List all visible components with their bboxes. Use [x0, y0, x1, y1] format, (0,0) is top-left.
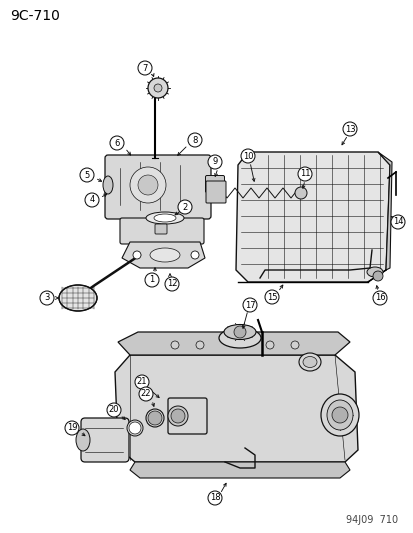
Ellipse shape	[59, 285, 97, 311]
Text: 5: 5	[84, 171, 89, 180]
Ellipse shape	[150, 248, 180, 262]
Circle shape	[147, 411, 161, 425]
Text: 22: 22	[140, 390, 151, 399]
Text: 4: 4	[89, 196, 95, 205]
Circle shape	[195, 341, 204, 349]
Circle shape	[40, 291, 54, 305]
Circle shape	[80, 168, 94, 182]
Polygon shape	[377, 152, 391, 270]
Circle shape	[290, 341, 298, 349]
Circle shape	[372, 271, 382, 281]
Text: 94J09  710: 94J09 710	[345, 515, 397, 525]
FancyBboxPatch shape	[168, 398, 206, 434]
FancyBboxPatch shape	[205, 175, 224, 192]
Circle shape	[207, 491, 221, 505]
Polygon shape	[130, 462, 349, 478]
Text: 13: 13	[344, 125, 354, 133]
Circle shape	[107, 403, 121, 417]
Text: 7: 7	[142, 63, 147, 72]
Ellipse shape	[127, 420, 142, 436]
Text: 2: 2	[182, 203, 187, 212]
Circle shape	[171, 341, 178, 349]
Polygon shape	[122, 242, 204, 268]
Circle shape	[240, 149, 254, 163]
Circle shape	[390, 215, 404, 229]
Circle shape	[138, 175, 158, 195]
Circle shape	[110, 136, 124, 150]
Circle shape	[145, 273, 159, 287]
Ellipse shape	[146, 212, 183, 224]
Circle shape	[266, 341, 273, 349]
Circle shape	[178, 200, 192, 214]
Circle shape	[342, 122, 356, 136]
Ellipse shape	[223, 325, 255, 340]
Circle shape	[242, 298, 256, 312]
Ellipse shape	[298, 353, 320, 371]
Text: 15: 15	[266, 293, 277, 302]
FancyBboxPatch shape	[154, 224, 166, 234]
Text: 21: 21	[136, 377, 147, 386]
Circle shape	[372, 291, 386, 305]
Circle shape	[297, 167, 311, 181]
Circle shape	[138, 61, 152, 75]
Polygon shape	[235, 152, 389, 282]
Circle shape	[129, 422, 141, 434]
Circle shape	[331, 407, 347, 423]
Ellipse shape	[218, 328, 260, 348]
Text: 17: 17	[244, 301, 255, 310]
Circle shape	[233, 326, 245, 338]
Polygon shape	[115, 355, 357, 462]
Text: 20: 20	[109, 406, 119, 415]
Circle shape	[264, 290, 278, 304]
Circle shape	[147, 78, 168, 98]
Circle shape	[165, 277, 178, 291]
Text: 8: 8	[192, 135, 197, 144]
Text: 9C-710: 9C-710	[10, 9, 60, 23]
FancyBboxPatch shape	[81, 418, 129, 462]
Ellipse shape	[76, 429, 90, 451]
Circle shape	[207, 155, 221, 169]
Circle shape	[190, 251, 199, 259]
Circle shape	[65, 421, 79, 435]
FancyBboxPatch shape	[206, 181, 225, 203]
Circle shape	[135, 375, 149, 389]
Ellipse shape	[146, 409, 164, 427]
Circle shape	[294, 187, 306, 199]
Text: 12: 12	[166, 279, 177, 288]
FancyBboxPatch shape	[105, 155, 211, 219]
Text: 1: 1	[149, 276, 154, 285]
Circle shape	[188, 133, 202, 147]
Circle shape	[133, 251, 141, 259]
Text: 16: 16	[374, 294, 385, 303]
Ellipse shape	[302, 357, 316, 367]
Polygon shape	[118, 332, 349, 355]
Text: 10: 10	[242, 151, 253, 160]
Circle shape	[154, 84, 161, 92]
Text: 3: 3	[44, 294, 50, 303]
FancyBboxPatch shape	[120, 218, 204, 244]
Ellipse shape	[320, 394, 358, 436]
Ellipse shape	[326, 400, 352, 430]
Circle shape	[139, 387, 153, 401]
Ellipse shape	[168, 406, 188, 426]
Circle shape	[171, 409, 185, 423]
Ellipse shape	[154, 214, 176, 222]
Circle shape	[85, 193, 99, 207]
Text: 9: 9	[212, 157, 217, 166]
Text: 6: 6	[114, 139, 119, 148]
Text: 18: 18	[209, 494, 220, 503]
Ellipse shape	[103, 176, 113, 194]
Text: 19: 19	[66, 424, 77, 432]
Circle shape	[130, 167, 166, 203]
Ellipse shape	[366, 267, 382, 277]
Text: 14: 14	[392, 217, 402, 227]
Text: 11: 11	[299, 169, 309, 179]
